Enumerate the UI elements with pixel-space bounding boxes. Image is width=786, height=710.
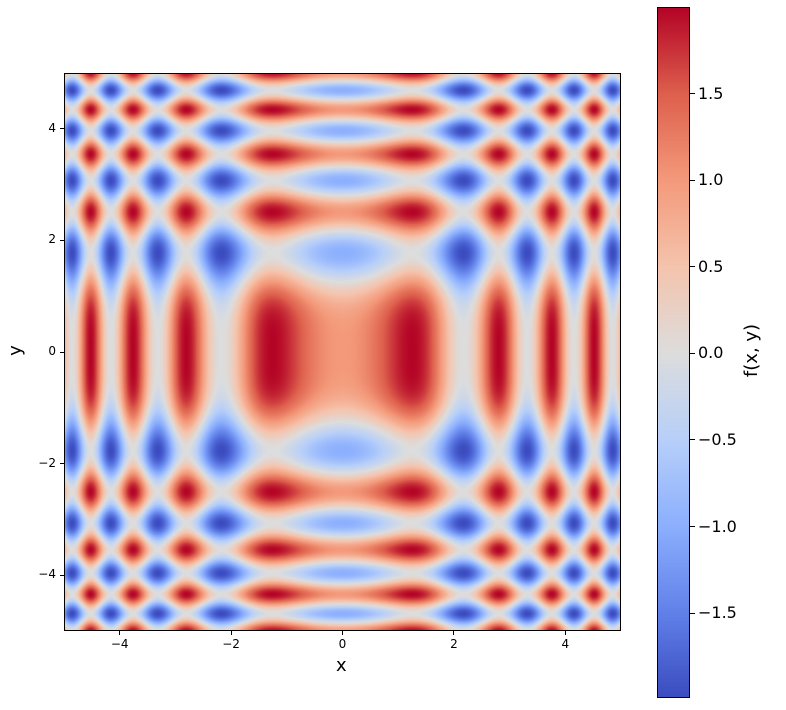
x-tick	[342, 631, 343, 635]
x-tick-label: −4	[110, 637, 129, 651]
x-axis-label: x	[336, 655, 347, 676]
colorbar-tick-label: −1.0	[698, 516, 737, 536]
colorbar-tick	[690, 352, 695, 354]
y-tick-label: 4	[48, 120, 56, 135]
y-tick	[60, 239, 64, 241]
colorbar-tick-label: −0.5	[698, 429, 737, 449]
colorbar-tick-label: 0.0	[698, 343, 724, 363]
plot-area	[64, 73, 621, 631]
x-tick-label: −2	[222, 637, 240, 651]
y-tick	[60, 463, 64, 465]
y-tick-label: −2	[38, 455, 56, 470]
colorbar-tick-label: 0.5	[698, 256, 724, 276]
y-tick	[60, 128, 64, 130]
y-tick	[60, 351, 64, 353]
colorbar-tick-label: −1.5	[698, 603, 737, 623]
colorbar-frame	[657, 7, 690, 698]
heatmap-image	[64, 73, 621, 631]
colorbar-tick	[690, 439, 695, 441]
y-tick-label: 2	[48, 232, 56, 247]
colorbar-tick	[690, 179, 695, 181]
colorbar-tick-label: 1.5	[698, 83, 724, 103]
colorbar-label: f(x, y)	[741, 323, 763, 378]
x-tick-label: 2	[450, 637, 458, 651]
colorbar-tick-label: 1.0	[698, 170, 724, 190]
x-tick-label: 0	[338, 637, 347, 651]
colorbar-tick	[690, 266, 695, 268]
y-tick-label: 0	[48, 344, 56, 358]
y-tick	[60, 574, 64, 576]
x-tick	[564, 631, 566, 635]
colorbar-tick	[690, 612, 695, 614]
colorbar-tick	[690, 526, 695, 528]
x-tick	[453, 631, 455, 635]
x-tick-label: 4	[561, 637, 570, 651]
y-tick-label: −4	[38, 567, 56, 582]
colorbar	[657, 7, 690, 698]
y-axis-label: y	[4, 345, 26, 356]
x-tick	[119, 631, 121, 635]
colorbar-tick	[690, 93, 695, 95]
x-tick	[230, 631, 232, 635]
